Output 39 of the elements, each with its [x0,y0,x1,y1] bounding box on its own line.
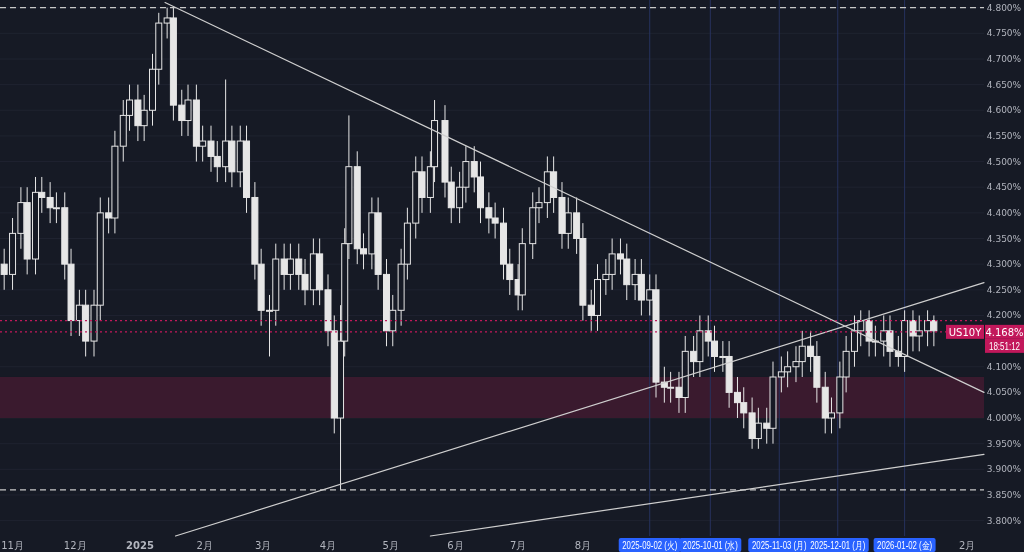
y-tick-label: 4.000% [986,413,1022,424]
y-tick-label: 4.500% [986,156,1022,167]
y-tick-label: 4.250% [986,284,1022,295]
ref-line-label: 2025-11-03 (月) [752,540,807,552]
y-tick-label: 4.350% [986,233,1022,244]
y-tick-label: 3.900% [986,464,1022,475]
ref-line-label: 2025-09-02 (火) [622,540,678,552]
ref-line-label: 4.168% [985,326,1024,338]
x-tick-label: 6月 [447,540,464,551]
y-tick-label: 4.800% [986,2,1022,13]
text: 18:51:12 [988,341,1021,353]
y-tick-label: 4.750% [986,28,1022,39]
x-tick-label: 5月 [382,540,399,551]
y-tick-label: 3.800% [986,515,1022,526]
y-tick-label: 4.650% [986,79,1022,90]
y-tick-label: 4.100% [986,361,1022,372]
ref-line-label: 2026-01-02 (金) [877,540,933,552]
x-tick-label: 4月 [319,540,337,551]
y-tick-label: 4.400% [986,207,1022,218]
ref-line-label: 2025-10-01 (水) [682,540,738,552]
x-tick-label: 7月 [509,540,527,551]
x-tick-label: 12月 [63,540,87,551]
y-tick-label: 4.450% [986,182,1022,193]
y-tick-label: 4.050% [986,387,1022,398]
x-tick-label: 11月 [1,540,24,551]
y-tick-label: 4.550% [986,130,1022,141]
y-tick-label: 4.300% [986,259,1022,270]
y-tick-label: 4.600% [986,105,1022,116]
x-tick-label: 3月 [255,540,272,551]
y-tick-label: 3.850% [986,489,1022,500]
x-tick-label: 2月 [196,540,213,551]
x-tick-label: 8月 [574,540,592,551]
annotation: US10Y [948,326,983,338]
y-tick-label: 4.700% [986,53,1022,64]
y-tick-label: 3.950% [986,438,1022,449]
y-tick-label: 4.200% [986,310,1022,321]
x-tick-label: 2025 [126,540,154,551]
x-tick-label: 2月 [959,540,976,551]
ref-line-label: 2025-12-01 (月) [810,540,866,552]
